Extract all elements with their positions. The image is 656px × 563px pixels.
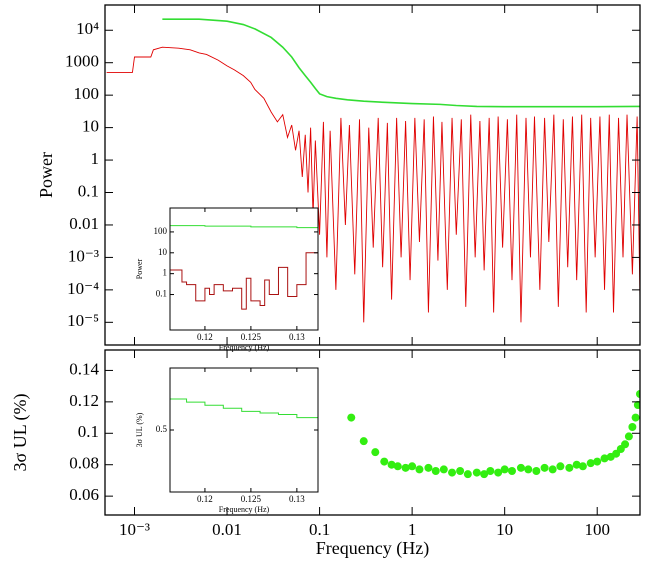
y-tick-label: 1 <box>163 268 168 278</box>
y-tick-label: 0.12 <box>69 391 99 410</box>
y-tick-label: 0.1 <box>78 422 99 441</box>
y-tick-label: 0.5 <box>156 424 168 434</box>
y-tick-label: 0.1 <box>156 289 167 299</box>
data-line <box>106 46 640 323</box>
data-point <box>624 432 633 441</box>
data-point <box>556 462 565 471</box>
y-axis-label: 3σ UL (%) <box>10 393 31 471</box>
data-point <box>532 467 541 475</box>
data-point <box>593 457 602 466</box>
plot-area <box>170 225 318 310</box>
data-point <box>359 437 368 446</box>
data-point <box>524 465 533 474</box>
data-point <box>408 462 417 471</box>
data-point <box>578 462 587 471</box>
y-tick-label: 10⁴ <box>76 19 99 38</box>
x-tick-label: 0.12 <box>197 332 213 342</box>
data-point <box>480 470 489 479</box>
x-tick-label: 10 <box>496 520 513 539</box>
data-point <box>600 454 609 463</box>
plot-background <box>170 368 318 492</box>
y-tick-label: 0.08 <box>69 454 99 473</box>
y-tick-label: 100 <box>74 84 100 103</box>
x-tick-label: 100 <box>584 520 610 539</box>
plot-frame <box>104 349 641 516</box>
data-point <box>387 460 396 469</box>
x-tick-label: 0.1 <box>309 520 330 539</box>
x-tick-label: 1 <box>408 520 417 539</box>
data-point <box>456 467 465 475</box>
plot-frame <box>104 4 641 346</box>
data-point <box>548 465 557 474</box>
plot-area <box>170 398 318 421</box>
y-tick-label: 1 <box>91 149 100 168</box>
y-tick-label: 10 <box>82 117 99 136</box>
data-point <box>494 468 503 477</box>
data-point <box>507 467 516 475</box>
x-axis-label: Frequency (Hz) <box>219 505 270 514</box>
y-axis-label: Power <box>135 258 144 279</box>
x-axis-label: Frequency (Hz) <box>219 343 270 352</box>
y-tick-label: 0.06 <box>69 485 99 504</box>
data-point <box>380 457 389 466</box>
y-tick-label: 0.01 <box>69 214 99 233</box>
plot-frame <box>169 207 319 331</box>
data-point <box>500 465 509 474</box>
y-tick-label: 0.1 <box>78 181 99 200</box>
data-point <box>463 470 472 479</box>
x-axis-label: Frequency (Hz) <box>316 538 429 559</box>
data-point <box>516 463 525 472</box>
data-point <box>472 468 481 477</box>
y-tick-label: 1000 <box>65 52 99 71</box>
plot-background <box>170 208 318 330</box>
data-point <box>371 448 380 457</box>
data-point <box>393 462 402 471</box>
y-tick-label: 100 <box>154 226 168 236</box>
x-tick-label: 10⁻³ <box>119 520 150 539</box>
data-line <box>162 18 640 108</box>
data-point <box>439 465 448 474</box>
y-tick-label: 10⁻³ <box>68 246 99 265</box>
plot-area <box>106 18 640 323</box>
data-point <box>540 463 549 472</box>
y-tick-label: 0.14 <box>69 359 99 378</box>
data-point <box>424 463 433 472</box>
data-point <box>631 413 640 422</box>
y-axis-label: Power <box>36 152 56 198</box>
data-point <box>401 463 410 472</box>
x-tick-label: 0.01 <box>212 520 242 539</box>
y-tick-label: 10⁻⁴ <box>67 279 99 298</box>
y-axis-label: 3σ UL (%) <box>135 412 144 447</box>
data-point <box>586 459 595 468</box>
data-line <box>170 398 318 421</box>
data-point <box>565 463 574 472</box>
y-tick-label: 10 <box>158 247 168 257</box>
y-tick-label: 10⁻⁵ <box>67 311 99 330</box>
data-point <box>431 467 440 475</box>
data-point <box>572 460 581 469</box>
data-point <box>347 413 356 422</box>
plot-area <box>347 390 640 479</box>
data-point <box>633 401 640 409</box>
x-tick-label: 0.12 <box>197 494 213 504</box>
data-point <box>621 440 630 449</box>
data-line <box>170 252 318 310</box>
data-point <box>636 390 640 398</box>
x-tick-label: 0.13 <box>289 332 305 342</box>
data-point <box>415 465 424 474</box>
x-tick-label: 0.125 <box>241 332 262 342</box>
data-point <box>628 423 637 431</box>
data-point <box>486 467 495 475</box>
x-tick-label: 0.125 <box>241 494 262 504</box>
data-point <box>448 468 457 477</box>
x-tick-label: 0.13 <box>289 494 305 504</box>
data-line <box>170 225 318 229</box>
